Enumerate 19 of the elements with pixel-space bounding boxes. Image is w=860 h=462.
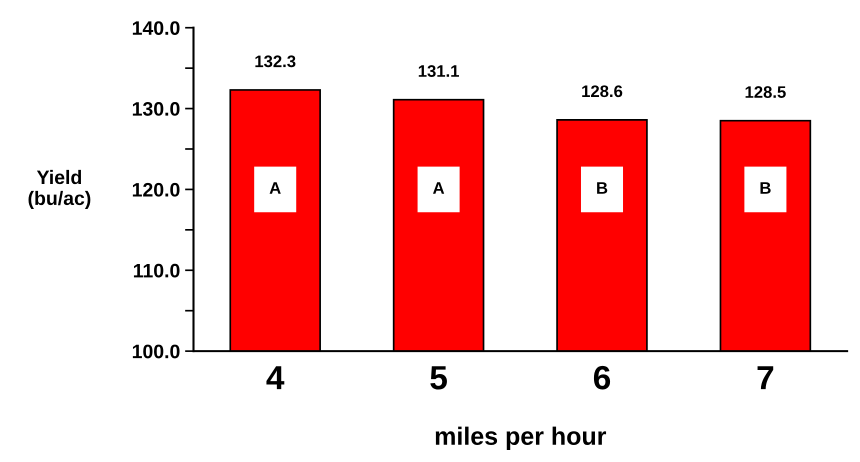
y-tick-label: 110.0 <box>134 264 180 278</box>
data-label: 132.3 <box>255 55 296 68</box>
x-tick-label: 6 <box>594 366 610 390</box>
y-tick-label: 120.0 <box>132 182 180 197</box>
annotation: B <box>597 182 608 194</box>
annotation: A <box>270 182 281 194</box>
x-tick-label: 7 <box>758 366 774 390</box>
y-tick-label: 100.0 <box>132 344 180 358</box>
x-tick-label: 5 <box>430 366 447 390</box>
annotation: B <box>760 182 771 194</box>
data-label: 131.1 <box>418 65 459 77</box>
y-tick-label: 140.0 <box>132 21 180 35</box>
data-label: 128.5 <box>746 86 786 98</box>
x-tick-label: 4 <box>266 366 284 390</box>
annotation: A <box>432 182 444 194</box>
y-tick-label: 130.0 <box>132 102 180 116</box>
data-label: 128.6 <box>582 85 622 98</box>
x-axis-title: miles per hour <box>436 426 606 450</box>
y-axis-title: Yield (bu/ac) <box>28 170 90 209</box>
